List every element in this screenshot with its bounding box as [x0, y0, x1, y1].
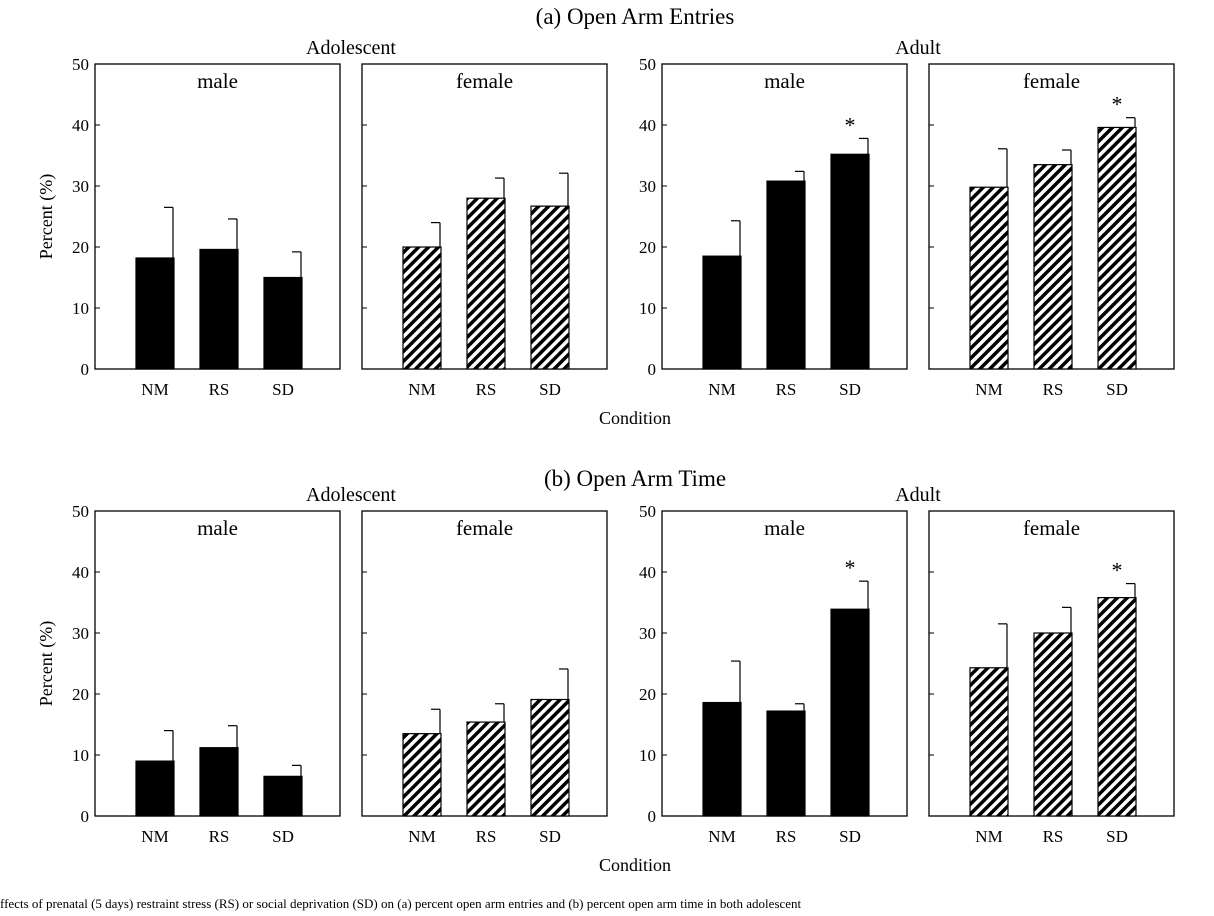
- y-axis-label: Percent (%): [36, 621, 57, 706]
- y-tick-label: 40: [639, 116, 656, 135]
- x-tick-label-nm: NM: [141, 827, 168, 846]
- row-title: (b) Open Arm Time: [544, 466, 726, 491]
- y-tick-label: 0: [648, 360, 657, 379]
- x-tick-label-sd: SD: [539, 827, 561, 846]
- age-label-adult: Adult: [895, 484, 941, 506]
- bar-sd: [530, 205, 570, 370]
- bar-nm: [402, 246, 442, 370]
- y-tick-label: 10: [72, 746, 89, 765]
- x-tick-label-rs: RS: [476, 827, 497, 846]
- x-tick-label-sd: SD: [839, 380, 861, 399]
- y-tick-label: 50: [639, 502, 656, 521]
- panel-label-male: male: [197, 516, 238, 540]
- row-title: (a) Open Arm Entries: [536, 4, 735, 29]
- x-tick-label-nm: NM: [408, 380, 435, 399]
- bar-sd: [830, 608, 870, 817]
- x-tick-label-nm: NM: [408, 827, 435, 846]
- bar-sd: [1097, 126, 1137, 370]
- bar-sd: [263, 276, 303, 370]
- bar-nm: [702, 701, 742, 817]
- bar-sd: [263, 775, 303, 817]
- bar-nm: [135, 257, 175, 370]
- bar-nm: [402, 733, 442, 817]
- x-tick-label-nm: NM: [975, 380, 1002, 399]
- y-tick-label: 0: [81, 807, 90, 826]
- panel-label-male: male: [764, 516, 805, 540]
- y-tick-label: 30: [72, 177, 89, 196]
- bar-nm: [702, 255, 742, 370]
- age-label-adolescent: Adolescent: [306, 37, 396, 59]
- y-tick-label: 20: [72, 685, 89, 704]
- bar-sd: [1097, 597, 1137, 817]
- y-tick-label: 40: [639, 563, 656, 582]
- y-tick-label: 40: [72, 116, 89, 135]
- y-tick-label: 30: [639, 624, 656, 643]
- bar-rs: [466, 721, 506, 817]
- age-label-adolescent: Adolescent: [306, 484, 396, 506]
- significance-marker: *: [845, 555, 856, 580]
- significance-marker: *: [1112, 558, 1123, 583]
- x-tick-label-sd: SD: [539, 380, 561, 399]
- y-axis-label: Percent (%): [36, 174, 57, 259]
- x-tick-label-rs: RS: [776, 380, 797, 399]
- x-tick-label-nm: NM: [708, 380, 735, 399]
- y-tick-label: 0: [81, 360, 90, 379]
- x-tick-label-rs: RS: [476, 380, 497, 399]
- y-tick-label: 40: [72, 563, 89, 582]
- x-tick-label-rs: RS: [1043, 827, 1064, 846]
- bar-rs: [766, 710, 806, 817]
- bar-rs: [199, 747, 239, 817]
- figure: 0 10 20 30 40 50 male NM RS SD female NM RS SD 0 10 20 30…: [36, 4, 1175, 875]
- y-tick-label: 10: [639, 746, 656, 765]
- bar-rs: [466, 197, 506, 370]
- y-tick-label: 10: [72, 299, 89, 318]
- x-tick-label-nm: NM: [975, 827, 1002, 846]
- panel-label-female: female: [1023, 516, 1080, 540]
- bar-nm: [969, 186, 1009, 370]
- x-axis-label: Condition: [599, 408, 671, 428]
- x-tick-label-sd: SD: [1106, 380, 1128, 399]
- significance-marker: *: [1112, 92, 1123, 117]
- y-tick-label: 50: [72, 55, 89, 74]
- x-tick-label-nm: NM: [141, 380, 168, 399]
- y-tick-label: 10: [639, 299, 656, 318]
- bar-sd: [530, 698, 570, 817]
- y-tick-label: 20: [72, 238, 89, 257]
- bar-nm: [969, 667, 1009, 817]
- y-tick-label: 30: [639, 177, 656, 196]
- panel-label-female: female: [1023, 69, 1080, 93]
- y-tick-label: 50: [639, 55, 656, 74]
- x-tick-label-rs: RS: [1043, 380, 1064, 399]
- figure-caption: ffects of prenatal (5 days) restraint st…: [0, 896, 802, 911]
- bar-rs: [1033, 632, 1073, 817]
- bar-sd: [830, 153, 870, 370]
- x-tick-label-sd: SD: [272, 380, 294, 399]
- age-label-adult: Adult: [895, 37, 941, 59]
- x-tick-label-rs: RS: [209, 380, 230, 399]
- x-tick-label-nm: NM: [708, 827, 735, 846]
- panel-label-female: female: [456, 69, 513, 93]
- panel-label-male: male: [764, 69, 805, 93]
- y-tick-label: 50: [72, 502, 89, 521]
- x-tick-label-sd: SD: [839, 827, 861, 846]
- chart-root: 0 10 20 30 40 50 male NM RS SD female NM RS SD 0 10 20 30…: [36, 4, 1175, 875]
- x-axis-label: Condition: [599, 855, 671, 875]
- y-tick-label: 0: [648, 807, 657, 826]
- bar-rs: [199, 248, 239, 370]
- x-tick-label-sd: SD: [272, 827, 294, 846]
- panel-label-male: male: [197, 69, 238, 93]
- significance-marker: *: [845, 112, 856, 137]
- x-tick-label-rs: RS: [209, 827, 230, 846]
- bar-nm: [135, 760, 175, 817]
- y-tick-label: 20: [639, 238, 656, 257]
- panel-label-female: female: [456, 516, 513, 540]
- x-tick-label-sd: SD: [1106, 827, 1128, 846]
- bar-rs: [1033, 164, 1073, 370]
- y-tick-label: 20: [639, 685, 656, 704]
- x-tick-label-rs: RS: [776, 827, 797, 846]
- bar-rs: [766, 180, 806, 370]
- y-tick-label: 30: [72, 624, 89, 643]
